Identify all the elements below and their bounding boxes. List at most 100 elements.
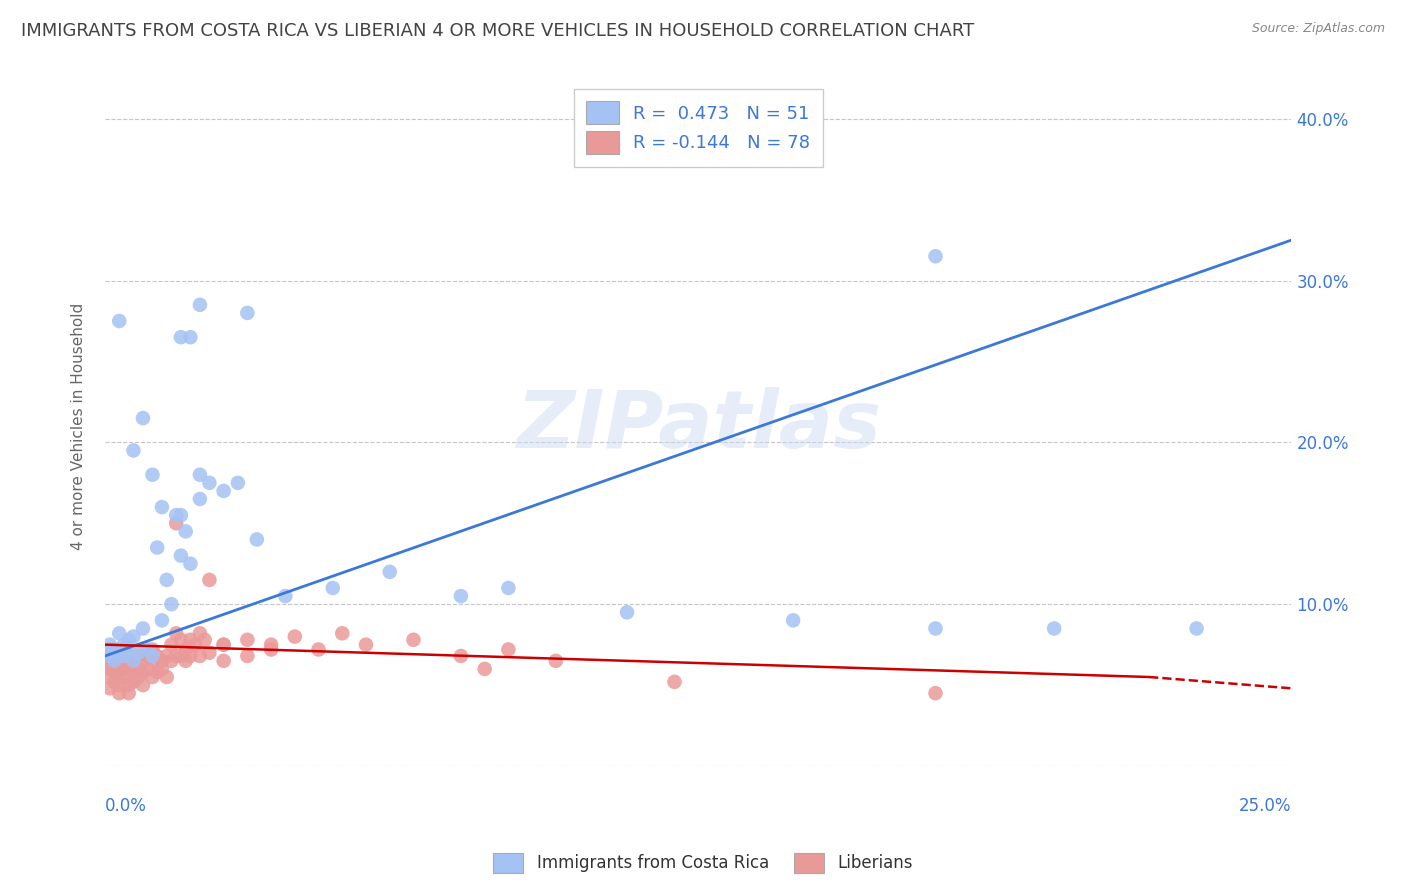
Point [98,638,121,652]
Point [170,508,193,523]
Point [450,648,472,663]
Point [150,654,173,668]
Point [156,648,179,663]
Point [188,626,211,640]
Point [127,670,149,684]
Point [498,642,520,657]
Point [108,686,131,700]
Point [146,541,169,555]
Point [132,622,155,636]
Point [474,662,496,676]
Point [188,298,211,312]
Point [108,626,131,640]
Point [354,638,377,652]
Point [165,516,187,531]
Point [98,662,121,676]
Point [108,658,131,673]
Text: Source: ZipAtlas.com: Source: ZipAtlas.com [1251,22,1385,36]
Point [108,648,131,663]
Point [127,646,149,660]
Point [924,686,946,700]
Point [141,648,163,663]
Point [170,632,193,647]
Point [198,573,221,587]
Point [174,524,197,539]
Point [402,632,425,647]
Point [236,632,259,647]
Point [170,648,193,663]
Point [188,491,211,506]
Point [150,613,173,627]
Point [108,670,131,684]
Point [236,648,259,663]
Point [122,443,145,458]
Point [122,665,145,680]
Point [98,670,121,684]
Point [122,654,145,668]
Point [160,638,183,652]
Point [782,613,804,627]
Text: IMMIGRANTS FROM COSTA RICA VS LIBERIAN 4 OR MORE VEHICLES IN HOUSEHOLD CORRELATI: IMMIGRANTS FROM COSTA RICA VS LIBERIAN 4… [21,22,974,40]
Point [118,632,141,647]
Point [103,654,125,668]
Point [165,626,187,640]
Point [98,642,121,657]
Point [450,589,472,603]
Point [132,411,155,425]
Point [226,475,249,490]
Point [236,306,259,320]
Point [174,642,197,657]
Point [260,638,283,652]
Point [141,467,163,482]
Point [1185,622,1208,636]
Point [194,632,217,647]
Legend: R =  0.473   N = 51, R = -0.144   N = 78: R = 0.473 N = 51, R = -0.144 N = 78 [574,88,823,167]
Point [118,686,141,700]
Legend: Immigrants from Costa Rica, Liberians: Immigrants from Costa Rica, Liberians [486,847,920,880]
Point [212,483,235,498]
Point [103,642,125,657]
Point [156,670,179,684]
Point [165,648,187,663]
Point [179,648,201,663]
Point [127,648,149,663]
Point [108,678,131,692]
Point [284,630,307,644]
Point [132,665,155,680]
Point [322,581,344,595]
Point [136,648,159,663]
Point [103,665,125,680]
Point [98,681,121,696]
Point [112,648,135,663]
Point [179,557,201,571]
Point [118,648,141,663]
Point [188,648,211,663]
Point [141,670,163,684]
Point [160,597,183,611]
Point [664,674,686,689]
Point [212,654,235,668]
Text: 25.0%: 25.0% [1239,797,1292,814]
Point [136,642,159,657]
Point [188,467,211,482]
Point [170,549,193,563]
Point [146,648,169,663]
Point [103,654,125,668]
Point [122,674,145,689]
Point [118,662,141,676]
Point [308,642,330,657]
Point [103,646,125,660]
Point [924,249,946,263]
Point [118,642,141,657]
Point [260,642,283,657]
Point [1043,622,1066,636]
Point [118,678,141,692]
Point [112,662,135,676]
Point [122,654,145,668]
Point [136,662,159,676]
Point [132,654,155,668]
Point [179,330,201,344]
Point [98,648,121,663]
Text: 0.0%: 0.0% [105,797,146,814]
Point [141,642,163,657]
